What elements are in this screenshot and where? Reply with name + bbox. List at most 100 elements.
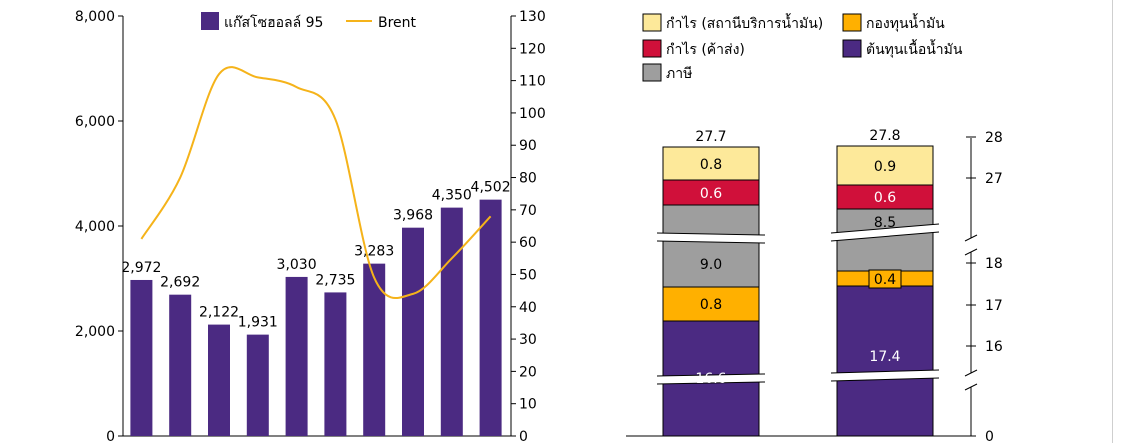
left-tick-label: 0: [106, 429, 115, 443]
legend-swatch: [842, 39, 862, 58]
wholesale-profit-segment-label: 0.6: [874, 190, 896, 206]
gasohol-bar: [130, 279, 153, 436]
axis-break-line: [656, 381, 766, 385]
gasohol-bar-label: 2,122: [199, 305, 239, 321]
right-tick-label: 50: [519, 267, 537, 283]
axis-break-band: [657, 374, 765, 384]
gasohol-bar: [246, 334, 269, 436]
gasohol-bar-label: 3,030: [277, 257, 317, 273]
cost-segment-label: 16.6: [695, 371, 726, 387]
axis-break-line: [830, 231, 940, 242]
left-chart: 0 2,000 4,000 6,000 8,000 0 10 20 30 40 50 60 70 80 90…: [75, 9, 546, 445]
tax-segment-label: 8.5: [874, 215, 896, 231]
wholesale-profit-segment: [836, 184, 934, 210]
fund-label-box: [868, 269, 902, 289]
gasohol-bar-label: 3,283: [354, 244, 394, 260]
legend-label: ภาษี: [666, 66, 692, 82]
wholesale-profit-segment: [662, 179, 760, 206]
legend-swatch: [842, 13, 862, 32]
legend-label-gasohol: แก๊สโซฮอลล์ 95: [224, 14, 323, 31]
right-chart: 16.6 0.8 9.0 0.6 0.8 27.7 17.4 0.4 8.5 0.6 0.9 27.8…: [626, 13, 1003, 445]
right-tick-label: 18: [985, 256, 1003, 272]
right-tick-label: 70: [519, 203, 537, 219]
right-tick-label: 27: [985, 171, 1003, 187]
station-profit-segment-label: 0.8: [700, 157, 722, 173]
legend-swatch-gasohol: [201, 12, 219, 30]
right-tick-label: 16: [985, 339, 1003, 355]
axis-break-mark: [964, 234, 978, 242]
brent-line: [140, 66, 492, 299]
axis-break-mark: [964, 383, 978, 391]
gasohol-bar-label: 2,735: [315, 272, 355, 288]
left-tick-label: 8,000: [75, 9, 115, 25]
right-tick-label: 28: [985, 130, 1003, 146]
axis-break-line: [830, 377, 940, 382]
fund-segment: [662, 286, 760, 322]
legend-swatch: [642, 63, 662, 82]
gasohol-bar-label: 3,968: [393, 208, 433, 224]
axis-break-mark: [964, 248, 978, 256]
gasohol-bar-label: 4,350: [432, 188, 472, 204]
gasohol-bar: [169, 294, 192, 436]
left-tick-label: 4,000: [75, 219, 115, 235]
gasohol-bar-label: 4,502: [471, 180, 511, 196]
fund-segment-label: 0.4: [874, 272, 896, 288]
cost-segment-label: 17.4: [869, 349, 900, 365]
right-tick-label: 100: [519, 106, 546, 122]
gasohol-bar: [363, 263, 386, 436]
left-tick-label: 2,000: [75, 324, 115, 340]
right-tick-label: 90: [519, 138, 537, 154]
gasohol-bar: [208, 324, 230, 436]
right-tick-label: 60: [519, 235, 537, 251]
right-tick-label: 110: [519, 74, 546, 90]
legend-label: ต้นทุนเนื้อน้ำมัน: [866, 39, 963, 58]
stack-total-label: 27.7: [695, 129, 726, 145]
right-tick-label: 80: [519, 171, 537, 187]
right-tick-label: 17: [985, 298, 1003, 314]
axis-break-line: [830, 369, 940, 374]
right-tick-label: 130: [519, 9, 546, 25]
left-tick-label: 6,000: [75, 114, 115, 130]
right-tick-label: 0: [985, 429, 994, 443]
legend-label: กองทุนน้ำมัน: [866, 13, 945, 32]
window-border: [1112, 0, 1113, 443]
gasohol-bar-label: 2,692: [160, 275, 200, 291]
legend-label: กำไร (ค้าส่ง): [666, 41, 745, 58]
axis-break-band: [831, 224, 939, 241]
axis-break-line: [656, 232, 766, 236]
tax-segment: [836, 208, 934, 272]
cost-segment: [836, 285, 934, 437]
gasohol-bar: [324, 292, 347, 436]
gasohol-bar-label: 1,931: [238, 315, 278, 331]
gasohol-bar: [402, 227, 424, 436]
gasohol-bar: [440, 207, 463, 436]
tax-segment-label: 9.0: [700, 257, 722, 273]
right-tick-label: 20: [519, 364, 537, 380]
axis-break-line: [656, 373, 766, 377]
right-tick-label: 0: [519, 429, 528, 443]
axis-break-line: [656, 240, 766, 244]
station-profit-segment: [662, 146, 760, 181]
tax-segment: [662, 204, 760, 288]
axis-break-mark: [964, 369, 978, 377]
gasohol-bar: [479, 199, 502, 436]
axis-break-band: [657, 233, 765, 243]
station-profit-segment: [836, 145, 934, 186]
right-tick-label: 40: [519, 300, 537, 316]
fund-segment-label: 0.8: [700, 297, 722, 313]
stack-total-label: 27.8: [869, 128, 900, 144]
legend-label-brent: Brent: [378, 15, 417, 31]
wholesale-profit-segment-label: 0.6: [700, 186, 722, 202]
legend-label: กำไร (สถานีบริการน้ำมัน): [666, 13, 823, 32]
legend-swatch: [642, 13, 662, 32]
gasohol-bar-label: 2,972: [121, 260, 161, 276]
right-tick-label: 10: [519, 397, 537, 413]
gasohol-bar: [285, 276, 308, 436]
station-profit-segment-label: 0.9: [874, 159, 896, 175]
axis-break-line: [830, 223, 940, 234]
legend-swatch: [642, 39, 662, 58]
right-tick-label: 120: [519, 41, 546, 57]
right-tick-label: 30: [519, 332, 537, 348]
